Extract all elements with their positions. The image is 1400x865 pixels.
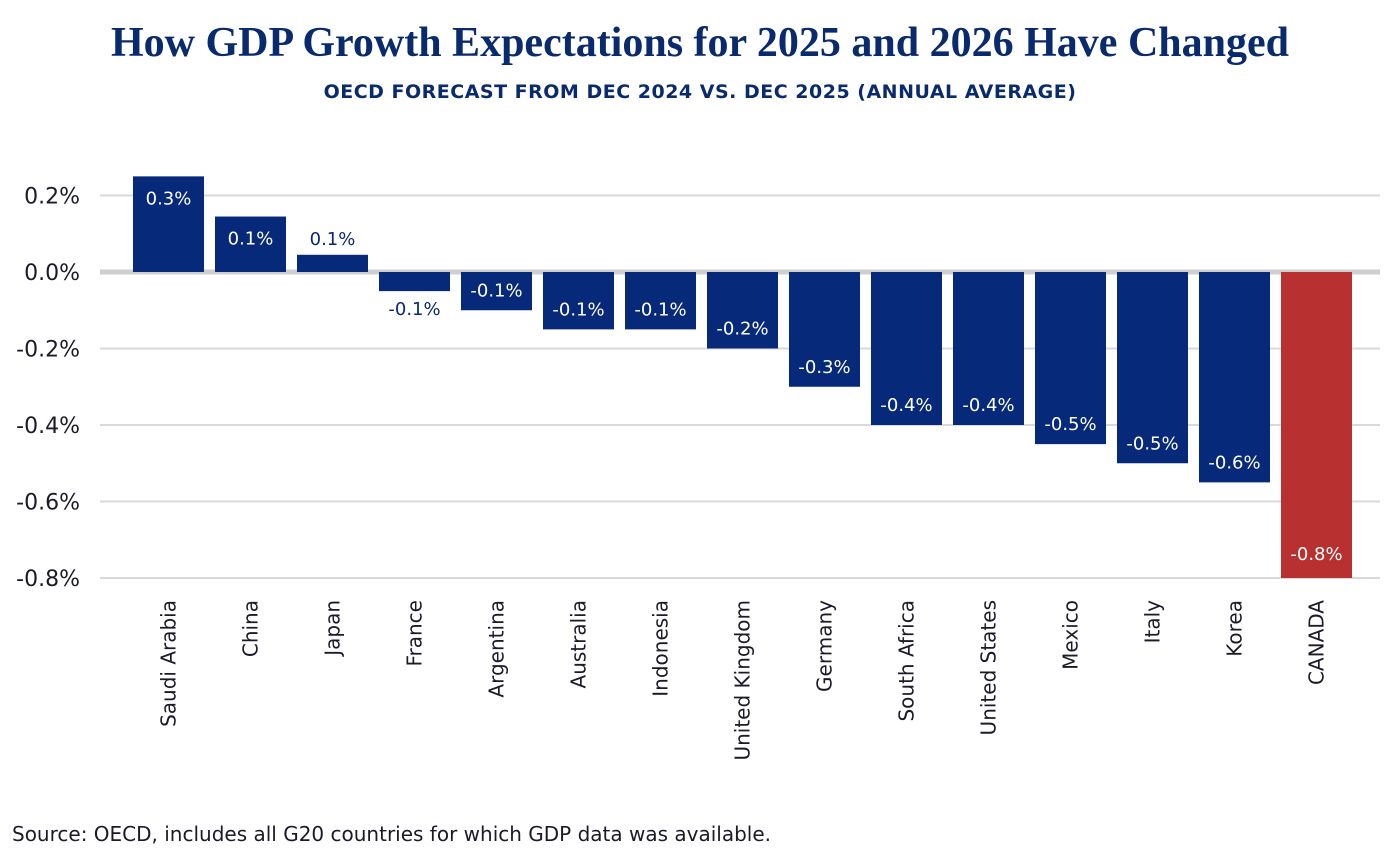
bar-france: [379, 272, 450, 292]
y-tick-label: -0.6%: [16, 491, 80, 516]
bar-korea: [1199, 272, 1270, 483]
y-tick-label: -0.4%: [16, 414, 80, 439]
x-tick-label: Japan: [321, 600, 345, 658]
data-label: -0.5%: [1126, 433, 1178, 454]
data-label: -0.3%: [798, 357, 850, 378]
bar-south-africa: [871, 272, 942, 425]
chart-subtitle: OECD FORECAST FROM DEC 2024 VS. DEC 2025…: [323, 81, 1077, 103]
chart-title: How GDP Growth Expectations for 2025 and…: [110, 20, 1289, 66]
data-label: -0.1%: [388, 299, 440, 320]
x-tick-label: CANADA: [1305, 600, 1329, 685]
bar-mexico: [1035, 272, 1106, 445]
bar-saudi-arabia: [133, 176, 204, 272]
bar-china: [215, 216, 286, 272]
x-tick-label: Saudi Arabia: [157, 600, 181, 727]
x-tick-label: United Kingdom: [731, 600, 755, 761]
y-tick-label: 0.2%: [24, 185, 80, 210]
y-tick-label: 0.0%: [24, 261, 80, 286]
x-tick-label: South Africa: [895, 600, 919, 722]
data-label: -0.8%: [1290, 544, 1342, 565]
x-tick-label: China: [239, 600, 263, 657]
x-tick-label: France: [403, 600, 427, 667]
data-label: 0.1%: [310, 229, 356, 250]
y-tick-label: -0.8%: [16, 567, 80, 592]
data-label: 0.3%: [146, 188, 192, 209]
x-tick-label: Mexico: [1059, 600, 1083, 670]
x-tick-label: United States: [977, 600, 1001, 735]
data-label: -0.4%: [880, 395, 932, 416]
data-label: -0.6%: [1208, 452, 1260, 473]
bar-germany: [789, 272, 860, 387]
bar-argentina: [461, 272, 532, 311]
x-tick-label: Australia: [567, 600, 591, 688]
source-note: Source: OECD, includes all G20 countries…: [12, 822, 772, 846]
data-label: -0.1%: [470, 280, 522, 301]
bar-australia: [543, 272, 614, 330]
y-tick-label: -0.2%: [16, 338, 80, 363]
data-label: -0.1%: [634, 299, 686, 320]
bar-indonesia: [625, 272, 696, 330]
bar-italy: [1117, 272, 1188, 464]
data-label: -0.5%: [1044, 414, 1096, 435]
x-tick-label: Argentina: [485, 600, 509, 698]
data-label: 0.1%: [228, 229, 274, 250]
data-label: -0.1%: [552, 299, 604, 320]
x-tick-label: Germany: [813, 600, 837, 692]
data-label: -0.4%: [962, 395, 1014, 416]
bar-united-kingdom: [707, 272, 778, 349]
data-label: -0.2%: [716, 319, 768, 340]
x-tick-label: Italy: [1141, 600, 1165, 644]
x-tick-label: Korea: [1223, 600, 1247, 657]
x-tick-label: Indonesia: [649, 600, 673, 697]
bar-japan: [297, 254, 368, 272]
bar-canada: [1281, 272, 1352, 578]
bar-united-states: [953, 272, 1024, 425]
